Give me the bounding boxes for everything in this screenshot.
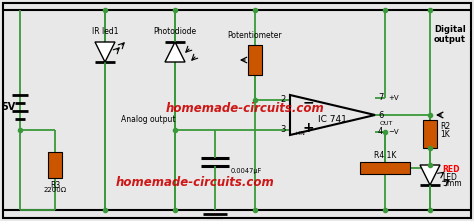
- Text: 7: 7: [378, 93, 383, 103]
- Text: Potentiometer: Potentiometer: [228, 31, 283, 40]
- Text: 0.0047µF: 0.0047µF: [231, 168, 262, 174]
- Polygon shape: [95, 42, 115, 62]
- Bar: [423, 120, 437, 148]
- Polygon shape: [165, 42, 185, 62]
- Polygon shape: [420, 165, 440, 185]
- Text: R3: R3: [50, 181, 60, 190]
- Text: −V: −V: [388, 129, 399, 135]
- Text: homemade-circuits.com: homemade-circuits.com: [116, 177, 274, 189]
- Text: LED: LED: [442, 173, 457, 181]
- Text: OUT: OUT: [380, 121, 393, 126]
- Text: 5mm: 5mm: [442, 179, 462, 189]
- Text: +IN: +IN: [293, 131, 305, 136]
- Text: R4 1K: R4 1K: [374, 151, 396, 160]
- Text: Photodiode: Photodiode: [154, 27, 197, 36]
- Bar: [248, 45, 262, 75]
- Text: homemade-circuits.com: homemade-circuits.com: [165, 101, 324, 114]
- Text: Digital
output: Digital output: [434, 25, 466, 44]
- Bar: [360, 162, 410, 174]
- Text: 2: 2: [281, 95, 286, 105]
- Bar: [48, 152, 62, 178]
- Text: 6: 6: [378, 110, 383, 120]
- Text: −: −: [302, 95, 314, 109]
- Text: +: +: [302, 121, 314, 135]
- Text: 5V: 5V: [1, 102, 15, 112]
- Text: 3: 3: [281, 126, 286, 135]
- Text: +V: +V: [388, 95, 399, 101]
- Text: RED: RED: [442, 166, 459, 175]
- Text: IR led1: IR led1: [92, 27, 118, 36]
- Text: Analog output: Analog output: [121, 115, 175, 124]
- Text: 4: 4: [378, 128, 383, 137]
- Text: 2200Ω: 2200Ω: [44, 187, 66, 193]
- Text: 1K: 1K: [440, 130, 450, 139]
- Text: R2: R2: [440, 122, 450, 131]
- Text: IC 741: IC 741: [318, 116, 346, 124]
